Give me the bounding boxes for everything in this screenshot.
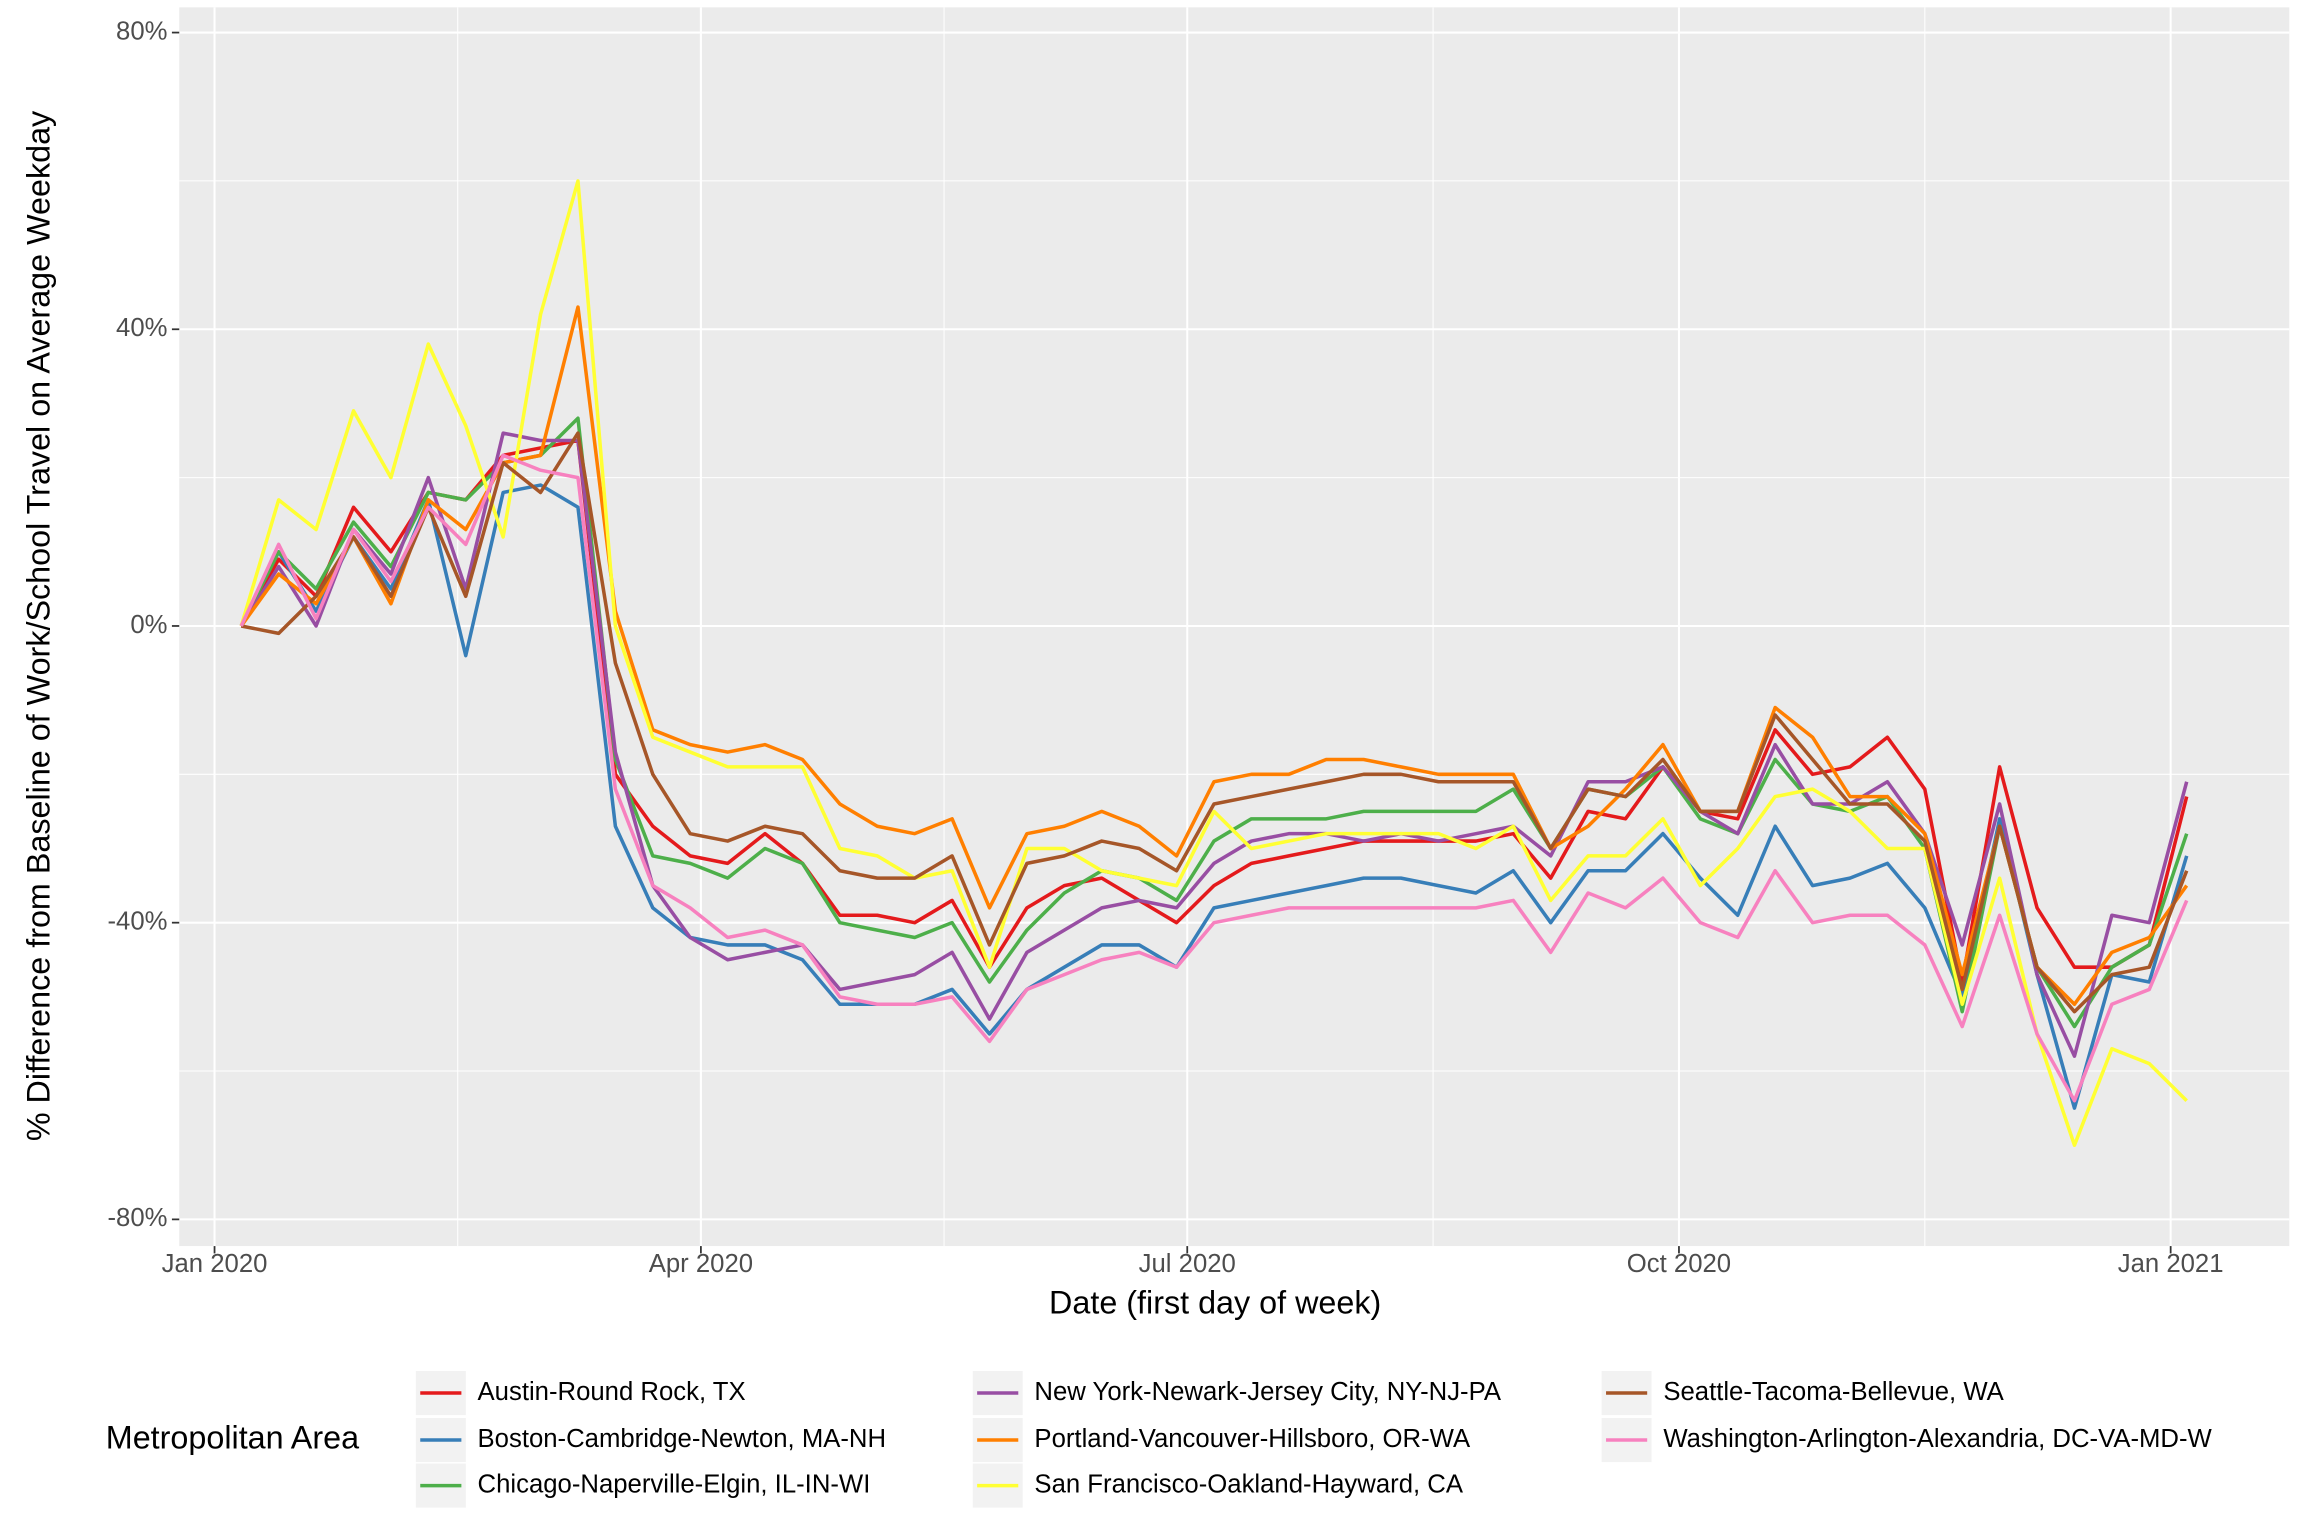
x-tick-label: Jan 2021 <box>2118 1250 2224 1278</box>
legend-label: Austin-Round Rock, TX <box>478 1378 746 1406</box>
legend-label: New York-Newark-Jersey City, NY-NJ-PA <box>1034 1378 1501 1406</box>
x-tick-label: Jul 2020 <box>1139 1250 1236 1278</box>
y-axis-title: % Difference from Baseline of Work/Schoo… <box>21 110 57 1141</box>
series-line <box>239 483 2189 1110</box>
series-line <box>239 416 2189 1029</box>
series-line <box>239 179 2188 1147</box>
legend-label: Seattle-Tacoma-Bellevue, WA <box>1663 1378 2004 1406</box>
x-axis-title: Date (first day of week) <box>1049 1284 1381 1320</box>
legend-title: Metropolitan Area <box>106 1420 359 1456</box>
grid <box>179 7 2290 1247</box>
legend-label: Portland-Vancouver-Hillsboro, OR-WA <box>1034 1425 1471 1453</box>
lines <box>239 179 2189 1147</box>
x-tick-label: Jan 2020 <box>162 1250 268 1278</box>
series-line <box>239 453 2189 1103</box>
legend-label: Washington-Arlington-Alexandria, DC-VA-M… <box>1663 1425 2212 1453</box>
x-tick-label: Oct 2020 <box>1627 1250 1731 1278</box>
legend-label: Chicago-Naperville-Elgin, IL-IN-WI <box>478 1470 871 1498</box>
series-line <box>239 305 2189 1007</box>
y-tick-label: -40% <box>107 907 167 935</box>
y-tick-label: 80% <box>116 17 167 45</box>
y-tick-label: 40% <box>116 314 167 342</box>
x-tick-label: Apr 2020 <box>649 1250 753 1278</box>
y-tick-label: -80% <box>107 1204 167 1232</box>
axes: -80% -40% 0% 40% 80% Jan 2020 Apr 2020 Jul 2020… <box>107 17 2223 1278</box>
series-line <box>240 431 2189 1014</box>
legend: Austin-Round Rock, TX Boston-Cambridge-Ne… <box>415 1370 2213 1508</box>
series-line <box>239 438 2189 984</box>
y-tick-label: 0% <box>130 611 167 639</box>
legend-label: Boston-Cambridge-Newton, MA-NH <box>478 1425 887 1453</box>
legend-label: San Francisco-Oakland-Hayward, CA <box>1034 1470 1463 1498</box>
